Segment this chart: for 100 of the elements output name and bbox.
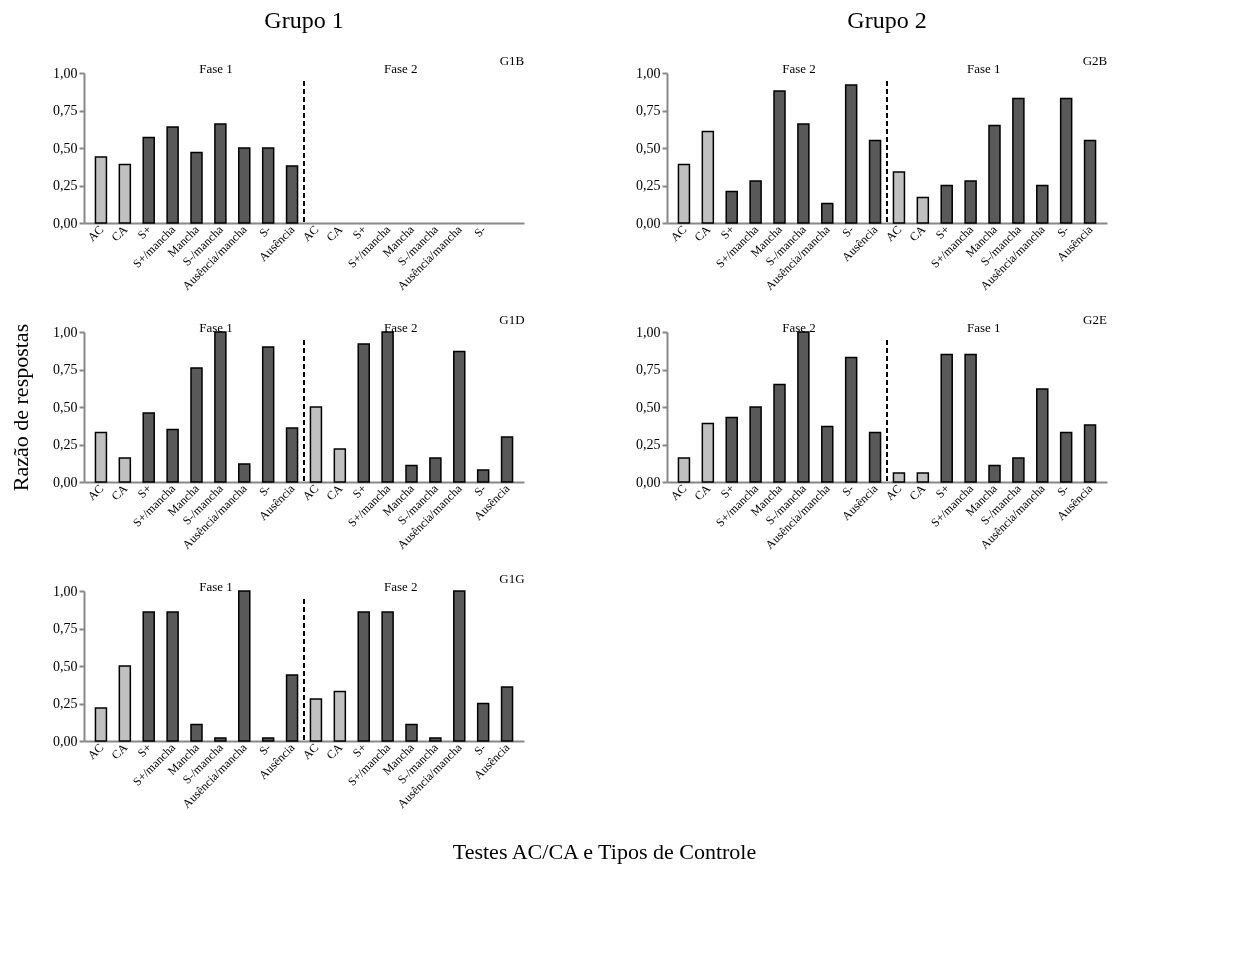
annotation: Fase 1 — [967, 61, 1001, 76]
x-tick-label: AC — [299, 740, 322, 763]
bar — [1036, 388, 1049, 483]
y-tick-label: 0,00 — [53, 733, 78, 749]
bar — [381, 611, 394, 742]
y-tick-label: 1,00 — [53, 583, 78, 599]
x-tick-label: CA — [323, 740, 346, 763]
annotation: Fase 2 — [782, 61, 816, 76]
text: G1B — [499, 53, 525, 68]
bar — [725, 416, 738, 483]
bar — [844, 356, 858, 483]
bar — [988, 464, 1001, 483]
x-tick-label: CA — [323, 481, 346, 504]
y-tick-label: 0,50 — [53, 658, 78, 674]
y-tick-label: 0,25 — [53, 178, 78, 193]
bar — [238, 463, 251, 483]
y-tick-label: 0,50 — [636, 399, 661, 415]
bar — [333, 690, 347, 742]
bar — [749, 180, 762, 224]
bar — [429, 457, 442, 483]
annotation: Fase 1 — [199, 61, 233, 76]
chart-title: Grupo 2 — [847, 7, 927, 33]
x-tick-label: CA — [906, 222, 929, 245]
x-tick-label: AC — [299, 481, 322, 504]
bar — [1012, 97, 1025, 224]
x-axis-title: Testes AC/CA e Tipos de Controle — [452, 838, 757, 864]
text: G1G — [499, 571, 525, 586]
bar — [190, 723, 203, 742]
bar — [868, 139, 882, 224]
y-tick-label: 0,75 — [636, 103, 661, 118]
bar — [500, 686, 514, 742]
bar — [118, 665, 132, 742]
bar — [309, 698, 323, 742]
bar — [333, 448, 347, 483]
bar — [964, 353, 977, 483]
bar — [214, 331, 227, 483]
bar — [1059, 97, 1073, 224]
bar — [1083, 424, 1097, 483]
bar — [988, 124, 1001, 224]
bar — [405, 723, 418, 742]
y-tick-label: 0,00 — [636, 474, 661, 490]
bar — [142, 136, 155, 224]
bar — [453, 590, 466, 742]
bar — [309, 406, 323, 483]
x-tick-label: CA — [906, 481, 929, 504]
bar — [940, 353, 953, 483]
bar — [964, 180, 977, 224]
annotation: Fase 2 — [384, 579, 418, 594]
bar — [844, 84, 858, 224]
x-tick-label: CA — [108, 740, 131, 763]
bar — [261, 737, 275, 742]
bar — [190, 151, 203, 224]
y-tick-label: 1,00 — [636, 65, 661, 81]
bar — [916, 472, 930, 483]
bar — [1012, 457, 1025, 483]
y-tick-label: 0,00 — [636, 215, 661, 231]
bar — [749, 406, 762, 483]
y-tick-label: 0,00 — [53, 474, 78, 490]
bar — [357, 611, 370, 742]
bar — [821, 202, 834, 224]
bar — [1036, 184, 1049, 224]
annotation: Fase 2 — [384, 320, 418, 335]
x-tick-label: CA — [691, 222, 714, 245]
x-tick-label: S- — [471, 222, 489, 240]
annotation: Fase 2 — [782, 320, 816, 335]
bar — [214, 737, 227, 742]
bar — [214, 123, 227, 224]
y-tick-label: 1,00 — [53, 324, 78, 340]
annotation: Fase 1 — [967, 320, 1001, 335]
bar — [821, 425, 834, 483]
x-tick-label: AC — [667, 481, 690, 504]
bar — [892, 171, 906, 224]
bar — [166, 611, 179, 742]
bar — [285, 165, 299, 224]
bar — [142, 611, 155, 742]
bar — [1083, 139, 1097, 224]
y-tick-label: 0,25 — [53, 437, 78, 452]
annotation: Fase 2 — [384, 61, 418, 76]
x-tick-label: CA — [108, 481, 131, 504]
bar — [892, 472, 906, 483]
bar — [94, 707, 108, 742]
y-tick-label: 0,75 — [53, 621, 78, 636]
y-tick-label: 0,50 — [53, 140, 78, 156]
y-tick-label: 1,00 — [53, 65, 78, 81]
y-tick-label: 0,25 — [636, 437, 661, 452]
bar — [94, 156, 108, 224]
bar — [773, 383, 786, 483]
bar — [476, 702, 490, 742]
x-tick-label: CA — [108, 222, 131, 245]
bar — [773, 90, 786, 224]
bar — [405, 464, 418, 483]
x-tick-label: AC — [882, 222, 905, 245]
x-tick-label: AC — [667, 222, 690, 245]
bar — [118, 163, 132, 224]
bar — [453, 350, 466, 483]
annotation: Fase 1 — [199, 579, 233, 594]
y-tick-label: 0,00 — [53, 215, 78, 231]
bar — [500, 436, 514, 483]
x-tick-label: CA — [691, 481, 714, 504]
bar — [166, 126, 179, 224]
